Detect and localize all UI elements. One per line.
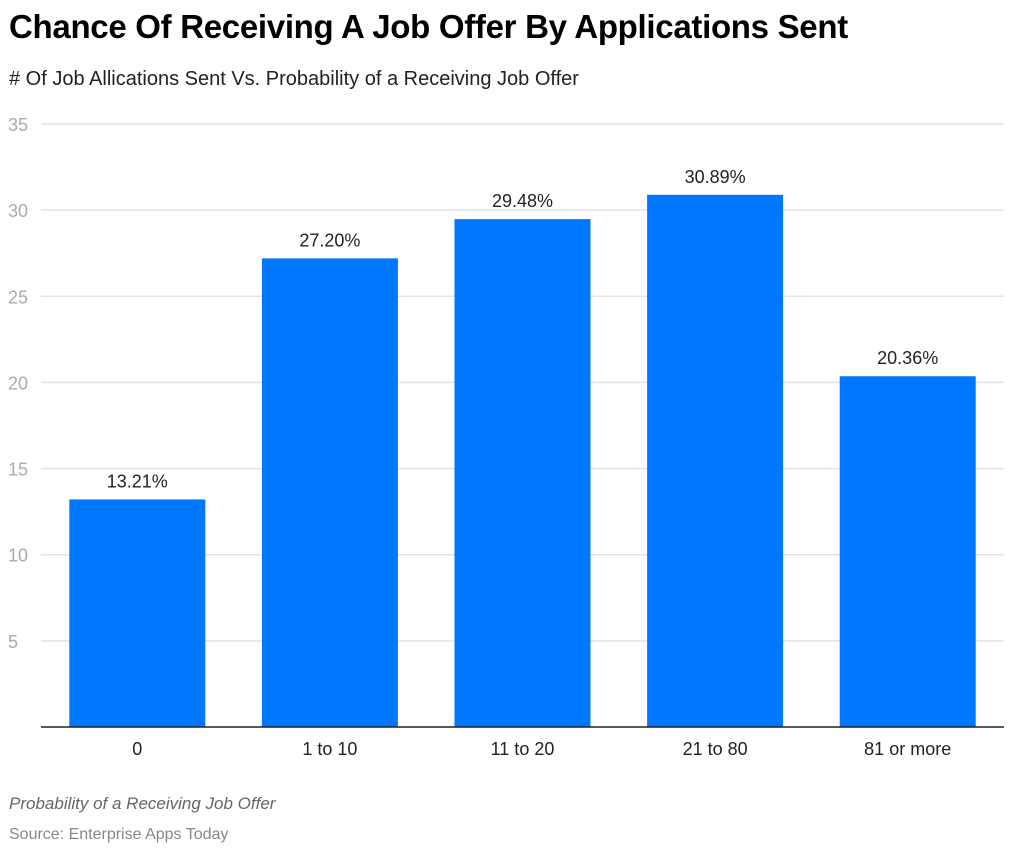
y-tick-label: 5 (8, 632, 18, 652)
x-tick-label: 1 to 10 (302, 739, 357, 759)
data-label: 27.20% (299, 230, 360, 250)
data-label: 20.36% (877, 348, 938, 368)
y-tick-label: 20 (8, 373, 28, 393)
data-label: 13.21% (107, 471, 168, 491)
footer-note: Probability of a Receiving Job Offer (9, 794, 276, 813)
y-tick-label: 25 (8, 287, 28, 307)
bar (69, 499, 206, 727)
x-tick-label: 11 to 20 (491, 739, 555, 759)
x-tick-label: 81 or more (864, 739, 951, 759)
x-tick-label: 21 to 80 (683, 739, 748, 759)
y-tick-label: 30 (8, 201, 28, 221)
bar (454, 219, 591, 727)
chart-subtitle: # Of Job Allications Sent Vs. Probabilit… (9, 68, 579, 90)
source-text: Source: Enterprise Apps Today (9, 826, 229, 843)
bar (261, 258, 398, 727)
data-label: 30.89% (685, 167, 746, 187)
data-label: 29.48% (492, 191, 553, 211)
y-tick-label: 10 (8, 546, 28, 566)
chart-title: Chance Of Receiving A Job Offer By Appli… (9, 8, 848, 45)
x-tick-label: 0 (132, 739, 142, 759)
bar (839, 376, 976, 727)
bar (647, 194, 784, 727)
bar-chart: 5 10 15 20 25 30 35 13.21% 0 27.20% 1 to 10 29.48% 1… (8, 115, 1004, 759)
y-tick-label: 35 (8, 115, 28, 135)
y-tick-label: 15 (8, 460, 28, 480)
